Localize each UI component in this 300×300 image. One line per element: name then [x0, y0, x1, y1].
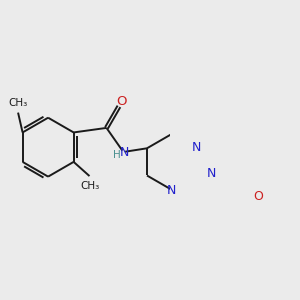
- Text: CH₃: CH₃: [80, 181, 100, 190]
- Text: N: N: [167, 184, 176, 197]
- Text: CH₃: CH₃: [8, 98, 28, 108]
- Text: N: N: [192, 141, 201, 154]
- Text: H: H: [113, 150, 121, 160]
- Text: N: N: [120, 146, 129, 159]
- Text: O: O: [253, 190, 263, 203]
- Text: O: O: [116, 95, 127, 108]
- Text: N: N: [207, 167, 217, 180]
